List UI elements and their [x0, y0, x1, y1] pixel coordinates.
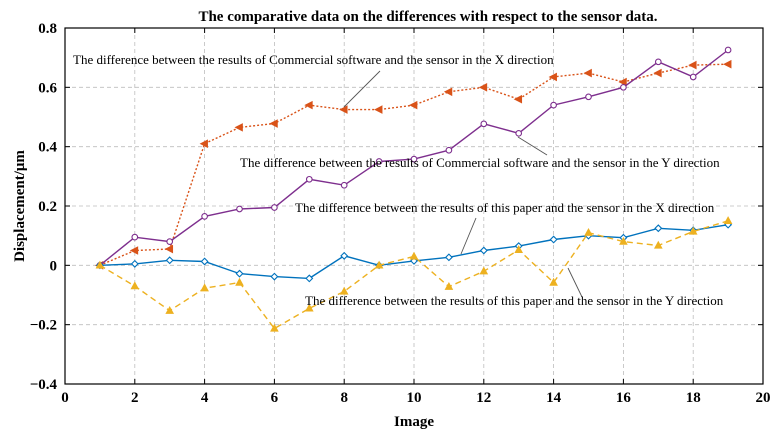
data-point [620, 83, 627, 91]
x-tick-label: 0 [61, 390, 69, 406]
x-tick-label: 12 [476, 390, 491, 406]
data-point [131, 233, 139, 241]
x-tick-label: 6 [271, 390, 279, 406]
data-point [130, 281, 140, 290]
data-point [653, 68, 662, 78]
data-point [480, 120, 488, 128]
data-point [479, 246, 488, 255]
data-point [550, 101, 557, 109]
data-point [200, 257, 209, 266]
data-point [270, 323, 279, 332]
data-point [654, 224, 663, 233]
data-point [619, 236, 628, 245]
data-point [304, 303, 314, 312]
data-point [269, 119, 278, 128]
chart-title: The comparative data on the differences … [198, 9, 657, 25]
data-point [375, 158, 383, 165]
y-tick-label: −0.4 [30, 377, 58, 393]
annotation-arrow-2 [517, 136, 548, 156]
data-point [585, 93, 592, 101]
x-tick-label: 8 [340, 390, 348, 406]
annotation-arrow-4 [567, 267, 583, 298]
x-tick-label: 14 [546, 390, 562, 406]
data-point [618, 77, 627, 87]
data-point [514, 245, 524, 254]
data-point [549, 235, 558, 244]
y-tick-label: −0.2 [30, 318, 57, 334]
data-point [584, 227, 593, 236]
data-point [201, 213, 208, 220]
y-tick-label: 0.2 [38, 199, 57, 215]
data-point [444, 253, 453, 262]
series-group [94, 46, 733, 332]
data-point [443, 87, 453, 97]
data-point [688, 60, 697, 70]
annotation-paper-y: The difference between the results of th… [305, 293, 724, 308]
data-point [235, 277, 244, 286]
data-point [165, 256, 174, 265]
data-point [374, 260, 384, 269]
x-tick-label: 18 [686, 390, 701, 406]
data-point [339, 286, 349, 295]
data-point [723, 216, 733, 224]
data-point [408, 100, 418, 110]
x-tick-label: 16 [616, 390, 632, 406]
annotations: The difference between the results of Co… [73, 52, 724, 308]
data-point [583, 68, 592, 78]
data-point [340, 251, 349, 260]
data-point [129, 246, 139, 255]
data-point [270, 272, 279, 281]
data-point [689, 73, 697, 81]
y-tick-label: 0 [50, 258, 58, 274]
data-point [724, 46, 732, 54]
data-point [478, 83, 488, 92]
data-point [165, 305, 175, 314]
data-point [723, 59, 732, 69]
axis-ticks: 0 2 4 6 8 10 12 14 16 18 20 −0.4 −0.2 0 0.2 0.4 0.6 0.8 [30, 21, 771, 406]
data-point [199, 139, 208, 149]
data-point [234, 123, 243, 132]
y-axis-label: Displacement/μm [12, 150, 28, 262]
annotation-arrow-1 [343, 70, 381, 108]
data-point [95, 260, 105, 269]
y-tick-label: 0.8 [38, 21, 57, 37]
x-tick-label: 4 [201, 390, 209, 406]
annotation-arrow-3 [460, 217, 477, 255]
y-tick-label: 0.4 [38, 140, 57, 156]
data-point [200, 283, 209, 292]
data-point [444, 281, 454, 290]
data-point [374, 105, 383, 114]
data-point [130, 259, 139, 268]
data-point [235, 269, 244, 278]
data-point [236, 205, 243, 213]
data-point [548, 72, 557, 82]
annotation-paper-x: The difference between the results of th… [295, 200, 715, 215]
data-point [445, 146, 453, 154]
data-point [688, 226, 698, 235]
data-point [166, 238, 174, 245]
data-point [340, 181, 348, 189]
annotation-commercial-x: The difference between the results of Co… [73, 52, 554, 67]
x-tick-label: 20 [756, 390, 771, 406]
x-tick-label: 2 [131, 390, 139, 406]
y-tick-label: 0.6 [38, 80, 57, 96]
data-point [304, 100, 313, 110]
data-point [339, 105, 348, 114]
data-point [410, 155, 418, 163]
data-point [654, 58, 662, 66]
data-point [305, 175, 313, 183]
data-point [513, 94, 523, 104]
x-tick-label: 10 [407, 390, 422, 406]
x-axis-label: Image [394, 414, 434, 430]
data-point [549, 277, 558, 286]
data-point [305, 274, 314, 283]
data-point [479, 266, 489, 275]
data-point [653, 240, 663, 249]
data-point [409, 251, 419, 260]
data-point [515, 129, 523, 137]
data-point [271, 204, 278, 211]
annotation-commercial-y: The difference between the results of Co… [240, 155, 720, 170]
data-point [164, 244, 174, 254]
